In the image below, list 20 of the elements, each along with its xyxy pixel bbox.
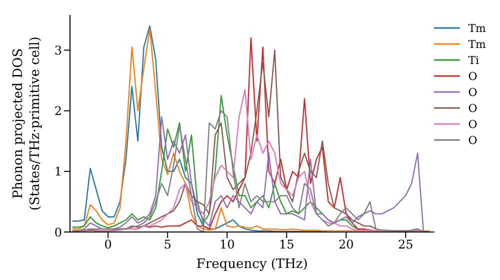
x-tick-label: 0 xyxy=(104,238,112,252)
legend-label: O xyxy=(468,86,478,98)
x-tick-label: 5 xyxy=(164,238,172,252)
legend-label: O xyxy=(468,118,478,130)
legend-label: Ti xyxy=(468,54,480,66)
y-tick-label: 2 xyxy=(54,104,62,118)
y-axis-title: Phonon projected DOS (States/THz·primitive cell) xyxy=(11,36,43,211)
legend-label: O xyxy=(468,134,478,146)
y-tick-label: 1 xyxy=(54,164,62,179)
legend-label: Tm xyxy=(468,22,486,34)
x-tick-label: 10 xyxy=(219,238,235,252)
x-tick-label: 25 xyxy=(398,238,414,252)
x-axis-title: Frequency (THz) xyxy=(196,257,308,272)
legend-label: O xyxy=(468,70,478,82)
y-tick-label: 0 xyxy=(54,225,62,240)
y-tick-label: 3 xyxy=(54,43,62,58)
legend-label: O xyxy=(468,102,478,114)
legend-label: Tm xyxy=(468,38,486,50)
x-tick-label: 20 xyxy=(338,238,354,252)
x-tick-label: 15 xyxy=(278,238,294,252)
